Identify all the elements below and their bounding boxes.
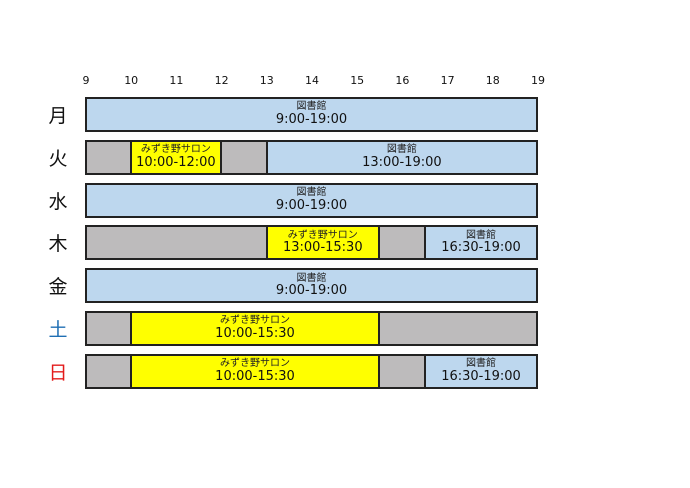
hour-tick-label: 17 — [440, 74, 455, 87]
hour-tick-label: 10 — [124, 74, 139, 87]
library-block: 図書館 13:00-19:00 — [265, 139, 538, 175]
time-range: 13:00-15:30 — [282, 240, 363, 256]
hour-tick-label: 15 — [350, 74, 365, 87]
library-block: 図書館 16:30-19:00 — [424, 353, 538, 389]
venue-name: みずき野サロン — [287, 229, 358, 241]
hour-tick-label: 11 — [169, 74, 184, 87]
day-label: 日 — [48, 361, 68, 384]
hour-axis: 9 10 11 12 13 14 15 16 17 18 19 — [0, 74, 690, 90]
time-range: 9:00-19:00 — [275, 197, 348, 213]
venue-name: みずき野サロン — [140, 144, 211, 156]
venue-name: みずき野サロン — [219, 315, 290, 327]
day-label: 土 — [48, 319, 68, 341]
schedule-row: 日 みずき野サロン 10:00-15:30 図書館 16:30-19:00 — [0, 353, 690, 389]
salon-block: みずき野サロン 13:00-15:30 — [265, 225, 380, 261]
salon-block: みずき野サロン 10:00-12:00 — [130, 139, 222, 175]
hour-tick-label: 12 — [214, 74, 229, 87]
day-label: 水 — [48, 190, 68, 213]
day-label: 木 — [48, 233, 68, 256]
day-label: 月 — [48, 105, 68, 127]
time-range: 16:30-19:00 — [441, 368, 521, 384]
schedule-row: 月図書館 9:00-19:00 — [0, 97, 690, 132]
venue-name: 図書館 — [296, 187, 327, 199]
hour-tick-label: 19 — [531, 74, 545, 87]
time-range: 10:00-15:30 — [215, 368, 295, 384]
schedule-row: 水図書館 9:00-19:00 — [0, 182, 690, 218]
time-range: 10:00-12:00 — [136, 154, 216, 170]
venue-name: みずき野サロン — [219, 358, 290, 370]
venue-name: 図書館 — [386, 144, 417, 156]
time-range: 9:00-19:00 — [275, 111, 348, 127]
hour-tick-label: 16 — [395, 74, 410, 87]
schedule-row: 木 みずき野サロン 13:00-15:30 図書館 16:30-19:00 — [0, 225, 690, 261]
hour-tick-label: 13 — [259, 74, 274, 87]
library-block: 図書館 9:00-19:00 — [85, 97, 538, 132]
salon-block: みずき野サロン 10:00-15:30 — [130, 311, 380, 346]
day-label: 金 — [48, 276, 68, 299]
schedule-row: 金図書館 9:00-19:00 — [0, 268, 690, 304]
library-block: 図書館 9:00-19:00 — [85, 268, 538, 304]
venue-name: 図書館 — [296, 272, 327, 284]
venue-name: 図書館 — [466, 358, 496, 370]
hour-tick-label: 9 — [82, 74, 90, 87]
schedule-row: 土 みずき野サロン 10:00-15:30 — [0, 311, 690, 346]
library-block: 図書館 9:00-19:00 — [85, 182, 538, 218]
time-range: 16:30-19:00 — [441, 240, 521, 256]
time-range: 9:00-19:00 — [275, 283, 348, 299]
venue-name: 図書館 — [296, 101, 327, 113]
venue-name: 図書館 — [466, 229, 496, 241]
time-range: 13:00-19:00 — [362, 154, 442, 170]
schedule-row: 火 みずき野サロン 10:00-12:00 図書館 13:00-19:00 — [0, 139, 690, 175]
time-range: 10:00-15:30 — [215, 325, 295, 341]
day-label: 火 — [48, 147, 68, 170]
salon-block: みずき野サロン 10:00-15:30 — [130, 353, 380, 389]
hour-tick-label: 14 — [305, 74, 319, 87]
hour-tick-label: 18 — [485, 74, 500, 87]
library-block: 図書館 16:30-19:00 — [424, 225, 538, 261]
